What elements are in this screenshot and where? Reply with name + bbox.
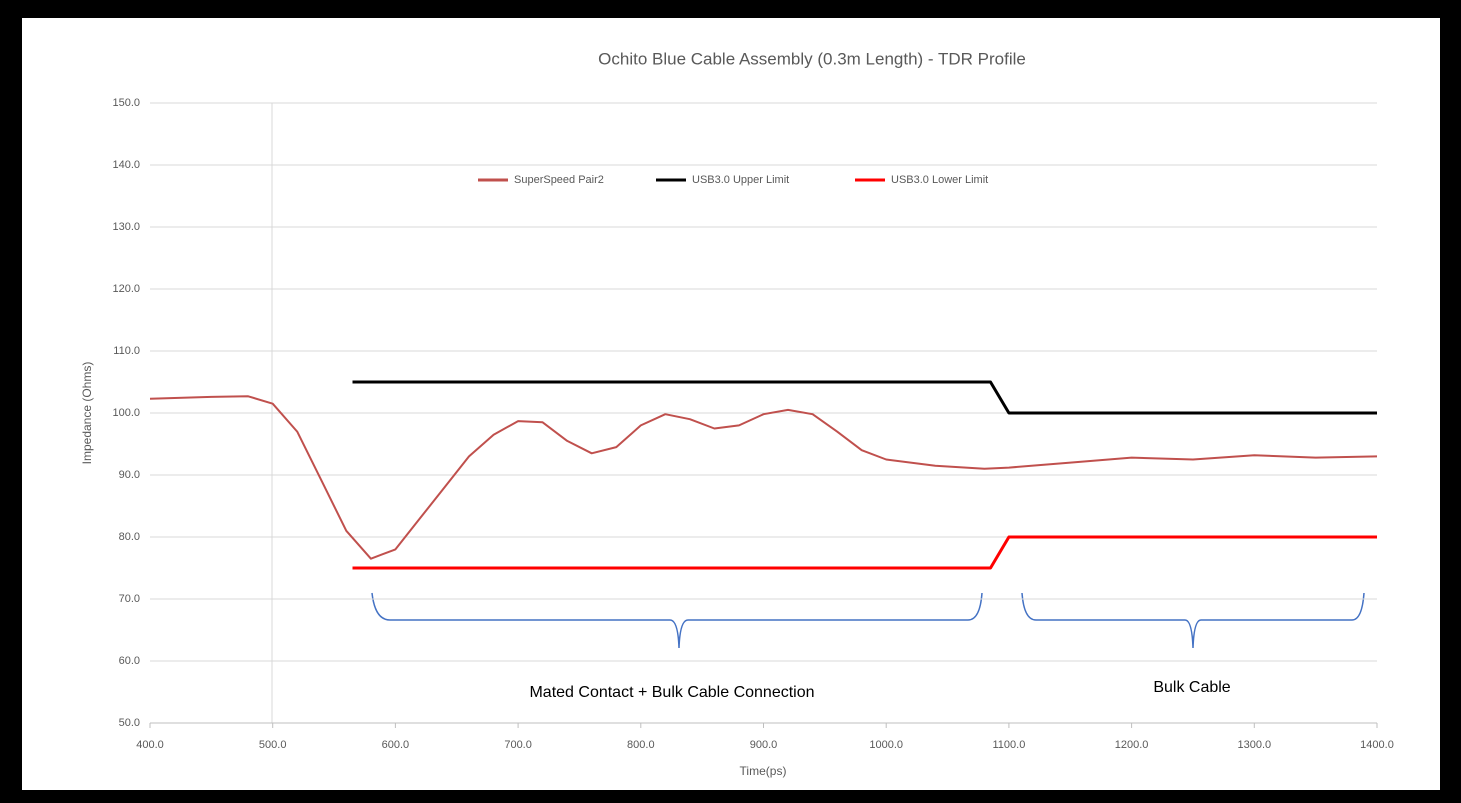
legend-label: USB3.0 Lower Limit: [891, 174, 988, 186]
x-tick-label: 800.0: [627, 739, 655, 751]
chart-title: Ochito Blue Cable Assembly (0.3m Length)…: [598, 49, 1026, 68]
y-tick-label: 120.0: [112, 283, 140, 295]
x-tick-label: 600.0: [382, 739, 410, 751]
x-tick-label: 1200.0: [1115, 739, 1149, 751]
x-tick-label: 900.0: [750, 739, 778, 751]
x-tick-label: 500.0: [259, 739, 287, 751]
x-tick-label: 1000.0: [869, 739, 903, 751]
legend-label: SuperSpeed Pair2: [514, 174, 604, 186]
x-axis-label: Time(ps): [740, 764, 787, 778]
y-tick-label: 90.0: [119, 469, 140, 481]
y-tick-label: 100.0: [112, 407, 140, 419]
annotation: Mated Contact + Bulk Cable Connection: [529, 684, 814, 701]
y-tick-label: 110.0: [113, 345, 140, 357]
brace: [371, 592, 983, 649]
y-tick-label: 130.0: [112, 221, 140, 233]
y-axis-label: Impedance (Ohms): [80, 362, 94, 465]
line-series: [352, 535, 1377, 570]
x-tick-label: 1400.0: [1360, 739, 1394, 751]
y-tick-label: 50.0: [119, 717, 140, 729]
chart-background: [22, 18, 1440, 790]
annotation: Bulk Cable: [1153, 679, 1230, 696]
line-series: [352, 380, 1377, 415]
brace: [1021, 592, 1365, 649]
line-series: [149, 395, 1378, 560]
x-tick-label: 1100.0: [992, 739, 1025, 751]
legend-label: USB3.0 Upper Limit: [692, 174, 789, 186]
x-tick-label: 400.0: [136, 739, 164, 751]
x-tick-label: 1300.0: [1237, 739, 1271, 751]
y-tick-label: 70.0: [119, 593, 140, 605]
x-tick-label: 700.0: [504, 739, 532, 751]
y-tick-label: 80.0: [119, 531, 140, 543]
y-tick-label: 60.0: [119, 655, 140, 667]
y-tick-label: 150.0: [112, 97, 140, 109]
y-tick-label: 140.0: [112, 159, 140, 171]
